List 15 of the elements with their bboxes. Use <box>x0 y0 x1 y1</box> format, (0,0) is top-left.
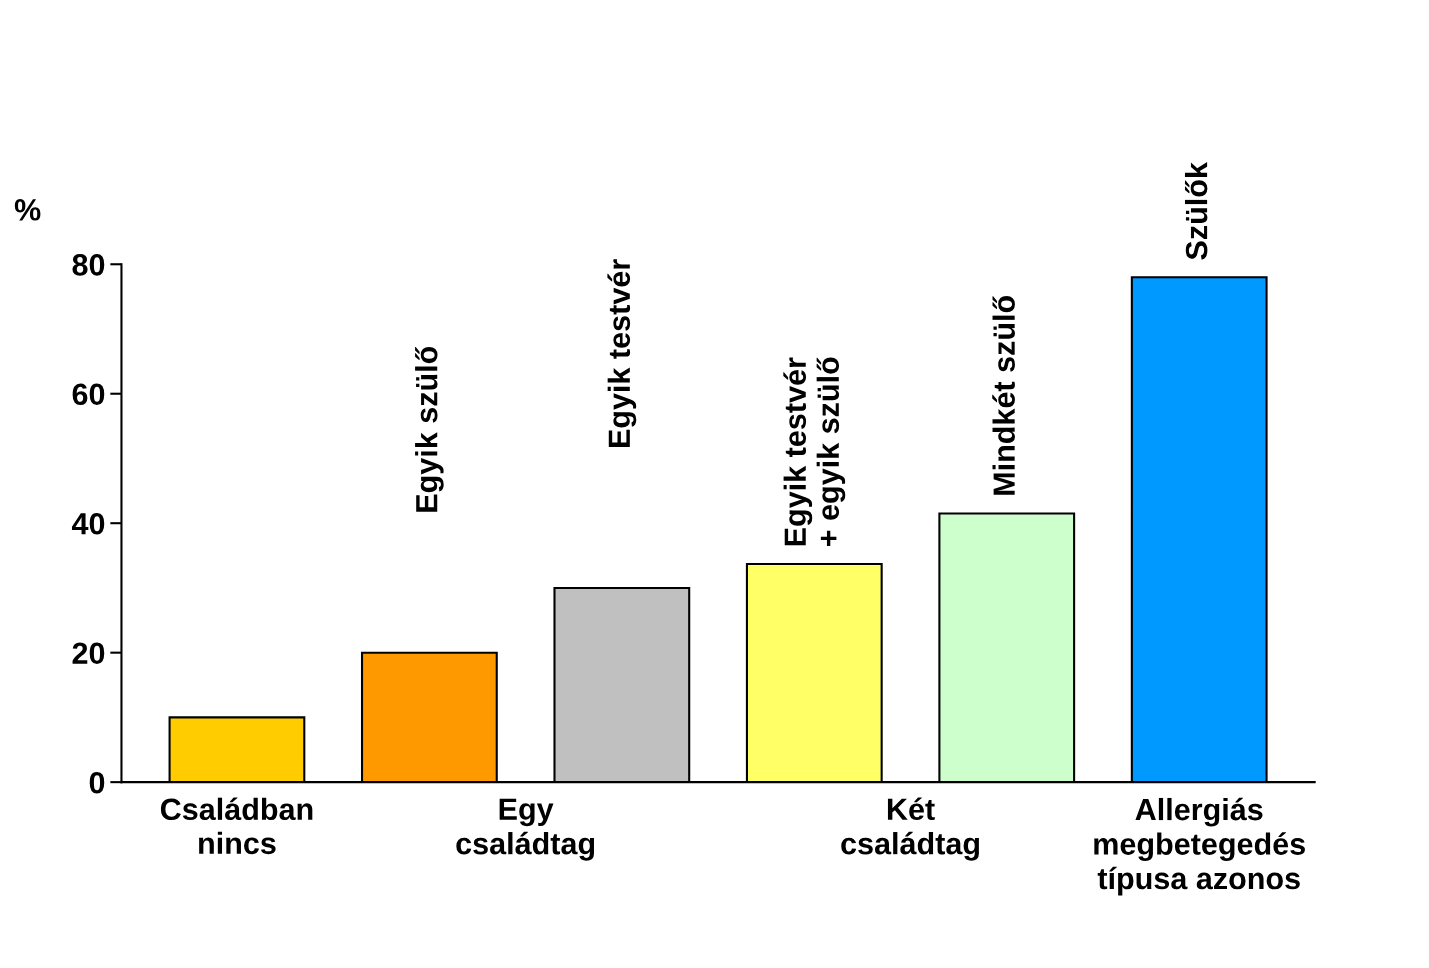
y-tick-label: 0 <box>89 771 105 794</box>
y-tick-label: 20 <box>72 642 105 665</box>
y-tick-label: 40 <box>71 512 105 535</box>
x-tick-label: Egyik testvér + egyik szülő <box>783 357 846 547</box>
x-tick-label: Egyik szülő <box>415 346 444 512</box>
text: Egy családtag <box>456 798 595 861</box>
y-tick-label: 60 <box>72 383 105 406</box>
y-tick-label: 80 <box>72 254 105 276</box>
x-tick-label: Mindkét szülő <box>992 296 1015 495</box>
text: Családban nincs <box>160 797 313 855</box>
text: Allergiás megbetegedés típusa azonos <box>1094 797 1305 896</box>
y-axis-title: % <box>14 199 41 221</box>
x-tick-label: Egyik testvér <box>607 259 637 448</box>
x-tick-label: Szülők <box>1184 162 1208 260</box>
text: Két családtag <box>841 797 979 861</box>
